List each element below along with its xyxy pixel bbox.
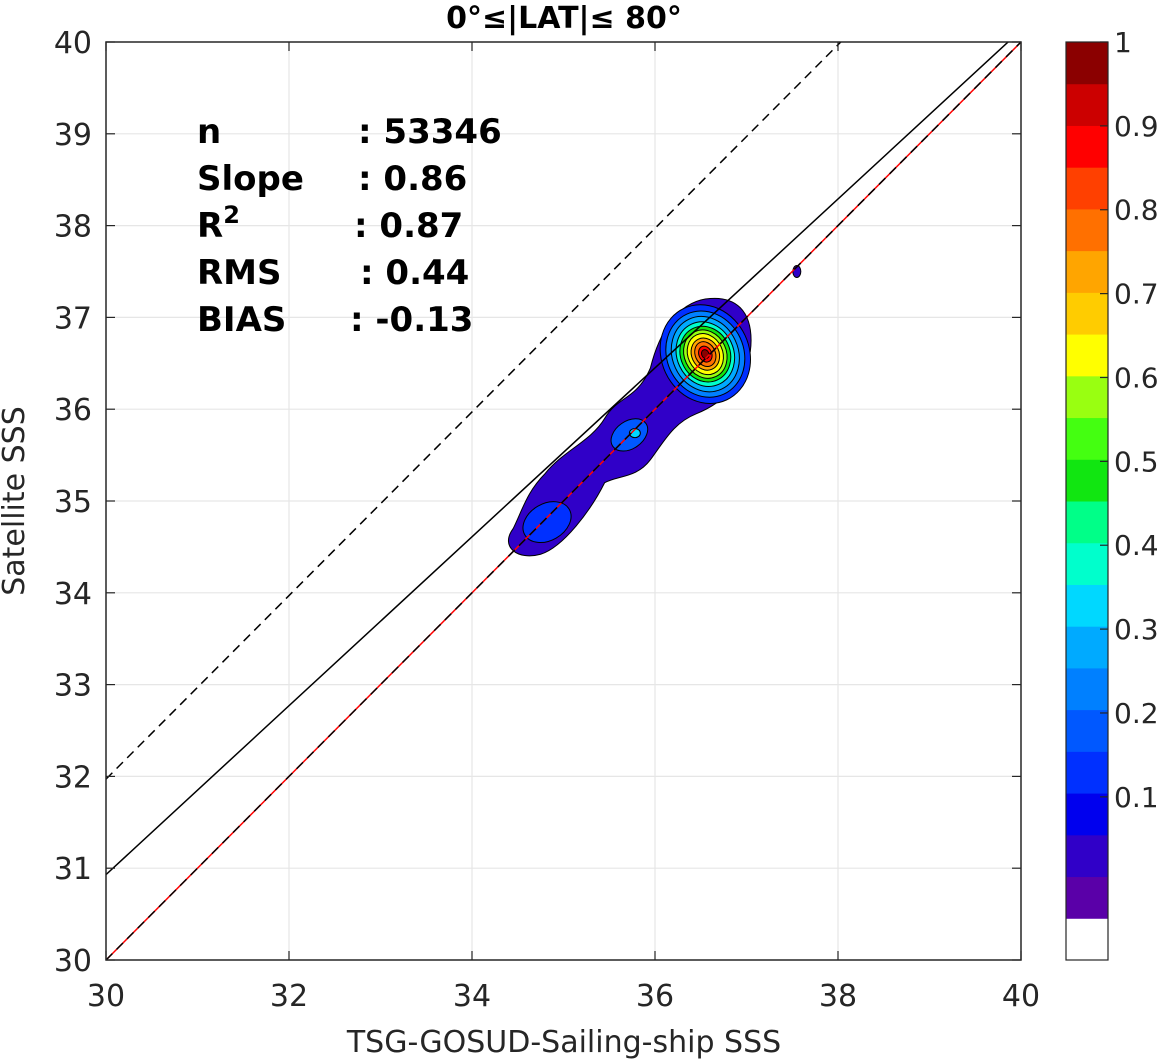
colorbar-tick-label: 1 [1114, 26, 1132, 59]
y-tick-label: 37 [54, 301, 92, 336]
colorbar-tick-label: 0.3 [1114, 613, 1159, 646]
colorbar-tick-label: 0.1 [1114, 781, 1159, 814]
stat-value: : 53346 [358, 112, 502, 152]
colorbar-frame [1065, 41, 1109, 961]
stat-label: Slope [197, 159, 304, 199]
x-tick-label: 36 [636, 979, 674, 1014]
y-tick-label: 39 [54, 118, 92, 153]
colorbar-tick-label: 0.2 [1114, 697, 1159, 730]
stat-label: n [197, 112, 221, 152]
lower-bound-line [106, 42, 1021, 960]
stats-box: n : 53346 Slope : 0.86 R2 : 0.87 RMS : 0.44 BIAS… [197, 112, 502, 340]
colorbar-segment [1066, 292, 1108, 335]
y-tick-label: 30 [54, 944, 92, 979]
y-tick-label: 40 [54, 26, 92, 61]
x-tick-label: 32 [270, 979, 308, 1014]
x-axis-label: TSG-GOSUD-Sailing-ship SSS [346, 1025, 781, 1060]
fit-line [106, 42, 1010, 876]
contour-left-blob [522, 501, 572, 544]
upper-bound-line [106, 42, 842, 780]
x-tick-label: 40 [1002, 979, 1040, 1014]
colorbar-segment [1066, 417, 1108, 460]
stat-value: : 0.44 [360, 253, 469, 293]
colorbar-segment [1066, 709, 1108, 752]
y-axis-label: Satellite SSS [0, 406, 32, 596]
colorbar-tick-label: 0.4 [1114, 529, 1159, 562]
stat-label: BIAS [197, 300, 286, 340]
colorbar-segment [1066, 125, 1108, 168]
colorbar-segment [1066, 626, 1108, 669]
colorbar-segment [1066, 793, 1108, 836]
y-tick-label: 31 [54, 852, 92, 887]
colorbar-segment [1066, 542, 1108, 585]
grid [106, 42, 1021, 960]
x-tick-label: 34 [453, 979, 491, 1014]
colorbar-tick-label: 0.5 [1114, 445, 1159, 478]
x-axis: 30 32 34 36 38 40 [87, 42, 1040, 1014]
colorbar: 0.1 0.2 0.3 0.4 0.5 0.6 0.7 0.8 0.9 1 [1065, 26, 1159, 961]
colorbar-tick-label: 0.8 [1114, 194, 1159, 227]
y-tick-label: 35 [54, 485, 92, 520]
y-axis: 30 31 32 33 34 35 36 37 38 39 40 [54, 26, 1021, 979]
colorbar-segment [1066, 918, 1108, 961]
colorbar-segment [1066, 208, 1108, 252]
colorbar-segment [1066, 584, 1108, 627]
colorbar-segment [1066, 876, 1108, 919]
y-tick-label: 32 [54, 760, 92, 795]
stat-value: : -0.13 [350, 300, 473, 340]
colorbar-segment [1066, 83, 1108, 126]
colorbar-tick-label: 0.7 [1114, 278, 1159, 311]
y-tick-label: 33 [54, 669, 92, 704]
plot-area [106, 42, 1021, 960]
density-contours [507, 265, 802, 557]
colorbar-tick-label: 0.9 [1114, 110, 1159, 143]
colorbar-segment [1066, 751, 1108, 794]
colorbar-segment [1066, 501, 1108, 544]
colorbar-segment [1066, 167, 1108, 210]
colorbar-tick-label: 0.6 [1114, 361, 1159, 394]
colorbar-segment [1066, 334, 1108, 377]
chart-title: 0°≤|LAT|≤ 80° [446, 1, 682, 36]
colorbar-segment [1066, 667, 1108, 711]
x-tick-label: 38 [819, 979, 857, 1014]
stat-label: R2 [197, 201, 240, 246]
reference-lines [106, 42, 1021, 960]
x-tick-label: 30 [87, 979, 125, 1014]
colorbar-segment [1066, 459, 1108, 502]
stat-value: : 0.86 [358, 159, 467, 199]
y-tick-label: 34 [54, 577, 92, 612]
y-tick-label: 38 [54, 210, 92, 245]
colorbar-segment [1066, 250, 1108, 293]
y-tick-label: 36 [54, 393, 92, 428]
colorbar-segment [1066, 834, 1108, 878]
stat-value: : 0.87 [354, 206, 463, 246]
stat-label: RMS [197, 253, 282, 293]
colorbar-segment [1066, 42, 1108, 85]
colorbar-segment [1066, 375, 1108, 419]
